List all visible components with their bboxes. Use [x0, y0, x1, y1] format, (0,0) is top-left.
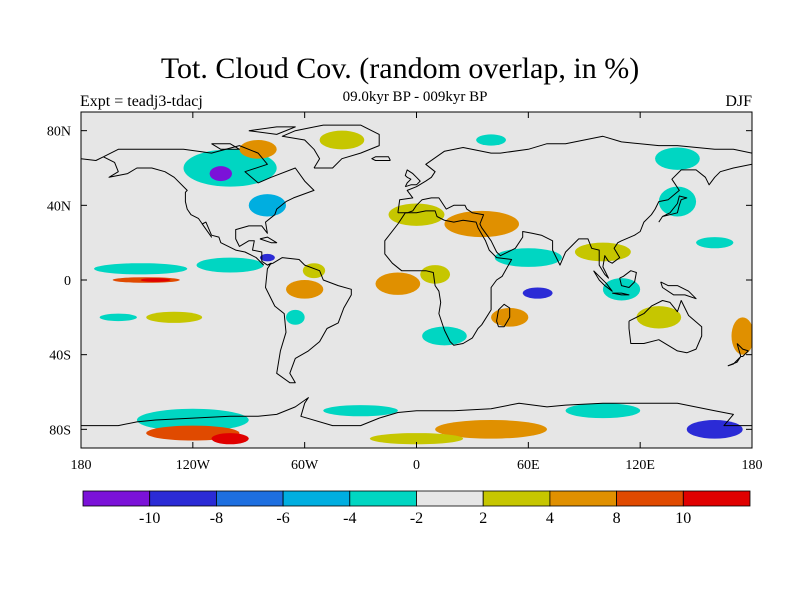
anomaly-region: [248, 194, 287, 217]
anomaly-region: [209, 166, 232, 182]
colorbar-label: 8: [613, 510, 621, 527]
coastline: [248, 126, 296, 135]
anomaly-regions: [94, 130, 752, 445]
coastline: [384, 210, 513, 346]
anomaly-region: [239, 140, 277, 159]
anomaly-region: [286, 309, 305, 325]
colorbar-swatch: [416, 490, 484, 507]
coastline: [81, 156, 104, 161]
anomaly-region: [422, 326, 467, 346]
x-tick-label: 0: [413, 458, 420, 473]
experiment-label: Expt = teadj3-tdacj: [80, 93, 203, 110]
x-tick-label: 60E: [517, 458, 540, 473]
coastline: [281, 124, 380, 169]
anomaly-region: [375, 272, 421, 295]
chart-subtitle: 09.0kyr BP - 009kyr BP: [342, 89, 488, 105]
map-axes: 180 120W 60W 0 60E 120E 180 80N 40N 0 40S 80S: [47, 112, 763, 473]
x-tick-label: 180: [71, 458, 92, 473]
anomaly-region: [196, 257, 264, 273]
colorbar-swatch: [482, 490, 551, 507]
colorbar-swatch: [349, 490, 417, 507]
anomaly-region: [602, 278, 641, 301]
anomaly-region: [655, 147, 700, 170]
coastline: [211, 143, 240, 150]
coastline: [660, 281, 697, 300]
coastline: [727, 356, 742, 367]
coastline: [371, 156, 391, 161]
coastline: [619, 270, 637, 288]
colorbar-swatch: [282, 490, 351, 507]
coastline: [259, 236, 278, 244]
anomaly-region: [388, 203, 445, 226]
chart-title: Tot. Cloud Cov. (random overlap, in %): [160, 52, 640, 85]
colorbar-label: -2: [410, 510, 423, 527]
colorbar-label: 10: [675, 510, 691, 527]
anomaly-region: [476, 134, 506, 146]
anomaly-region: [369, 433, 464, 445]
colorbar-swatch: [215, 490, 284, 507]
colorbar: -10 -8 -6 -4 -2 2 4 8 10: [82, 490, 751, 527]
colorbar-label: -10: [139, 510, 160, 527]
coastlines: [81, 124, 752, 427]
coastline: [658, 195, 688, 223]
coastline: [628, 300, 703, 354]
anomaly-region: [565, 403, 641, 419]
anomaly-region: [259, 253, 275, 262]
y-tick-label: 40S: [49, 349, 71, 364]
colorbar-swatch: [616, 490, 684, 507]
coastline: [103, 156, 265, 266]
coastline: [496, 303, 511, 328]
anomaly-region: [494, 248, 562, 267]
anomaly-region: [319, 130, 365, 150]
anomaly-region: [323, 405, 398, 417]
coastline: [81, 397, 752, 427]
x-tick-label: 120W: [176, 458, 211, 473]
coastline: [612, 292, 630, 296]
anomaly-region: [94, 263, 188, 275]
colorbar-label: 4: [546, 510, 554, 527]
x-tick-label: 180: [742, 458, 763, 473]
anomaly-region: [696, 237, 734, 249]
anomaly-region: [636, 306, 682, 329]
colorbar-label: 2: [479, 510, 487, 527]
y-tick-label: 80N: [47, 125, 71, 140]
colorbar-swatch: [549, 490, 618, 507]
y-tick-label: 0: [64, 274, 71, 289]
y-tick-label: 40N: [47, 199, 71, 214]
anomaly-region: [211, 433, 249, 445]
colorbar-label: -8: [210, 510, 223, 527]
anomaly-region: [99, 313, 137, 322]
y-tick-label: 80S: [49, 423, 71, 438]
anomaly-region: [522, 287, 553, 299]
coastline: [397, 163, 752, 279]
colorbar-label: -6: [276, 510, 289, 527]
coastline: [404, 169, 421, 188]
colorbar-swatch: [149, 490, 217, 507]
anomaly-region: [140, 278, 171, 282]
anomaly-region: [286, 280, 324, 299]
anomaly-region: [420, 265, 451, 284]
coastline: [103, 145, 352, 384]
anomaly-region: [183, 149, 277, 187]
anomaly-region: [444, 210, 520, 238]
x-tick-label: 60W: [291, 458, 319, 473]
coastline: [397, 135, 752, 213]
anomaly-region: [574, 242, 631, 262]
x-tick-label: 120E: [625, 458, 655, 473]
colorbar-label: -4: [343, 510, 356, 527]
map-plot: [80, 111, 753, 449]
colorbar-swatch: [82, 490, 151, 507]
colorbar-swatch: [682, 490, 751, 507]
coastline: [736, 343, 749, 357]
anomaly-region: [731, 317, 752, 355]
coastline: [593, 270, 613, 292]
anomaly-region: [146, 311, 203, 323]
anomaly-region: [435, 420, 547, 439]
anomaly-region: [686, 420, 743, 439]
season-label: DJF: [725, 93, 752, 110]
anomaly-region: [136, 408, 249, 432]
